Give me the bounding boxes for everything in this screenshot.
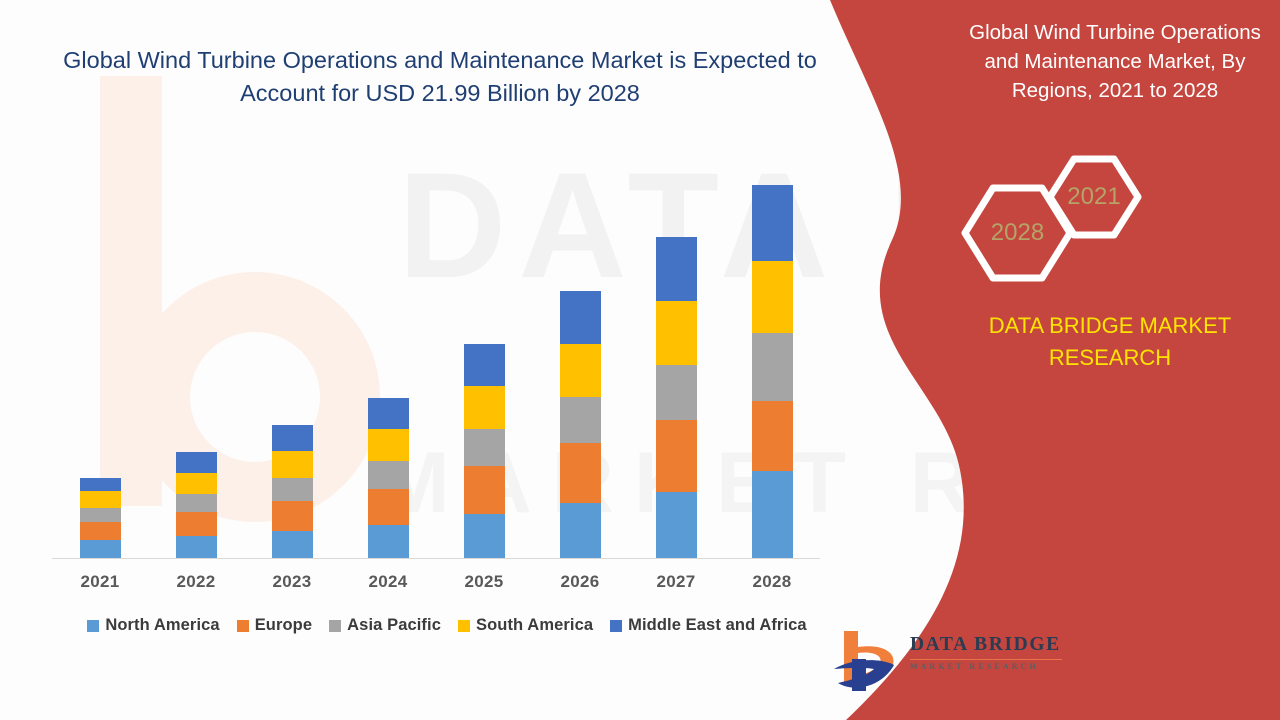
bar-column — [559, 290, 601, 558]
bar-column — [175, 451, 217, 558]
x-axis-label: 2022 — [176, 572, 216, 591]
logo-title: DATA BRIDGE — [910, 634, 1061, 655]
bar-segment — [655, 301, 697, 365]
bar-column — [79, 477, 121, 558]
bar-segment — [79, 522, 121, 541]
bar-segment — [559, 290, 601, 344]
data-bridge-logo: DATA BRIDGE MARKET RESEARCH — [828, 625, 1068, 700]
bar-segment — [751, 332, 793, 401]
x-axis-label: 2028 — [752, 572, 792, 591]
logo-divider — [910, 658, 1062, 660]
bar-segment — [79, 491, 121, 508]
bar-segment — [271, 450, 313, 478]
bar-segment — [79, 507, 121, 523]
bar-segment — [175, 472, 217, 494]
bar-segment — [175, 511, 217, 536]
bar-segment — [655, 419, 697, 493]
bar-segment — [79, 540, 121, 558]
x-axis-label: 2025 — [464, 572, 504, 591]
bar-segment — [367, 524, 409, 558]
bar-segment — [559, 503, 601, 558]
chart-plot-area: 2021 2022 2023 2024 2025 2026 2027 2028 — [52, 150, 820, 602]
bar-segment — [751, 400, 793, 471]
legend-item[interactable]: Europe — [236, 616, 313, 635]
bar-segment — [367, 461, 409, 489]
bar-segment — [367, 488, 409, 525]
x-axis-label: 2024 — [368, 572, 408, 591]
bar-segment — [751, 470, 793, 558]
bar-segment — [655, 492, 697, 558]
x-axis-label: 2023 — [272, 572, 312, 591]
bar-column — [655, 237, 697, 558]
x-axis-label: 2027 — [656, 572, 696, 591]
stacked-bar-group — [52, 150, 820, 558]
bar-segment — [751, 260, 793, 333]
bar-column — [751, 184, 793, 558]
bar-segment — [559, 343, 601, 398]
brand-name-text: DATA BRIDGE MARKET RESEARCH — [988, 313, 1232, 370]
hexagon-end-year-label: 2028 — [990, 219, 1045, 246]
legend-label: Asia Pacific — [347, 616, 441, 634]
bar-segment — [559, 443, 601, 504]
legend-label: North America — [105, 616, 220, 634]
panel-title: Global Wind Turbine Operations and Maint… — [969, 21, 1261, 103]
bar-segment — [175, 493, 217, 512]
bar-segment — [271, 425, 313, 451]
bar-segment — [463, 514, 505, 558]
x-axis-tick-labels: 2021 2022 2023 2024 2025 2026 2027 2028 — [52, 572, 820, 602]
hexagon-badge-start-year: 2021 — [1046, 155, 1142, 239]
legend-swatch-icon — [458, 619, 470, 632]
bar-segment — [751, 184, 793, 261]
bar-segment — [463, 429, 505, 467]
legend-label: Middle East and Africa — [628, 616, 807, 634]
bar-segment — [271, 531, 313, 558]
chart-legend: North America Europe Asia Pacific South Ame… — [52, 616, 842, 635]
x-axis-label: 2021 — [80, 572, 120, 591]
bar-segment — [463, 343, 505, 387]
logo-wordmark: DATA BRIDGE MARKET RESEARCH — [910, 635, 1065, 671]
bar-segment — [175, 451, 217, 473]
bar-segment — [655, 237, 697, 302]
legend-swatch-icon — [87, 619, 100, 632]
red-panel-content: Global Wind Turbine Operations and Maint… — [810, 0, 1280, 720]
bar-segment — [175, 535, 217, 558]
x-axis-label: 2026 — [560, 572, 600, 591]
legend-swatch-icon — [329, 619, 342, 632]
hexagon-badge-end-year: 2028 — [960, 183, 1075, 283]
x-axis-line — [52, 558, 820, 559]
legend-item[interactable]: Middle East and Africa — [610, 616, 807, 635]
logo-subtitle: MARKET RESEARCH — [910, 662, 1039, 671]
bar-segment — [367, 397, 409, 429]
bar-column — [271, 425, 313, 558]
bar-segment — [367, 428, 409, 461]
bar-segment — [655, 365, 697, 420]
page-title: Global Wind Turbine Operations and Maint… — [63, 47, 817, 107]
legend-item[interactable]: Asia Pacific — [329, 616, 441, 635]
logo-b-mark — [828, 625, 902, 697]
legend-item[interactable]: South America — [458, 616, 593, 635]
legend-swatch-icon — [610, 619, 623, 632]
bar-segment — [463, 466, 505, 515]
bar-segment — [271, 477, 313, 502]
hexagon-year-badges: 2028 2021 — [960, 155, 1260, 285]
bar-segment — [559, 397, 601, 444]
legend-item[interactable]: North America — [87, 616, 220, 635]
legend-swatch-icon — [236, 619, 249, 632]
legend-label: Europe — [254, 616, 313, 634]
hexagon-start-year-label: 2021 — [1067, 183, 1121, 210]
bar-column — [463, 343, 505, 558]
bar-segment — [463, 386, 505, 430]
bar-column — [367, 397, 409, 558]
bar-segment — [271, 501, 313, 532]
legend-label: South America — [476, 616, 594, 634]
bar-segment — [79, 477, 121, 492]
